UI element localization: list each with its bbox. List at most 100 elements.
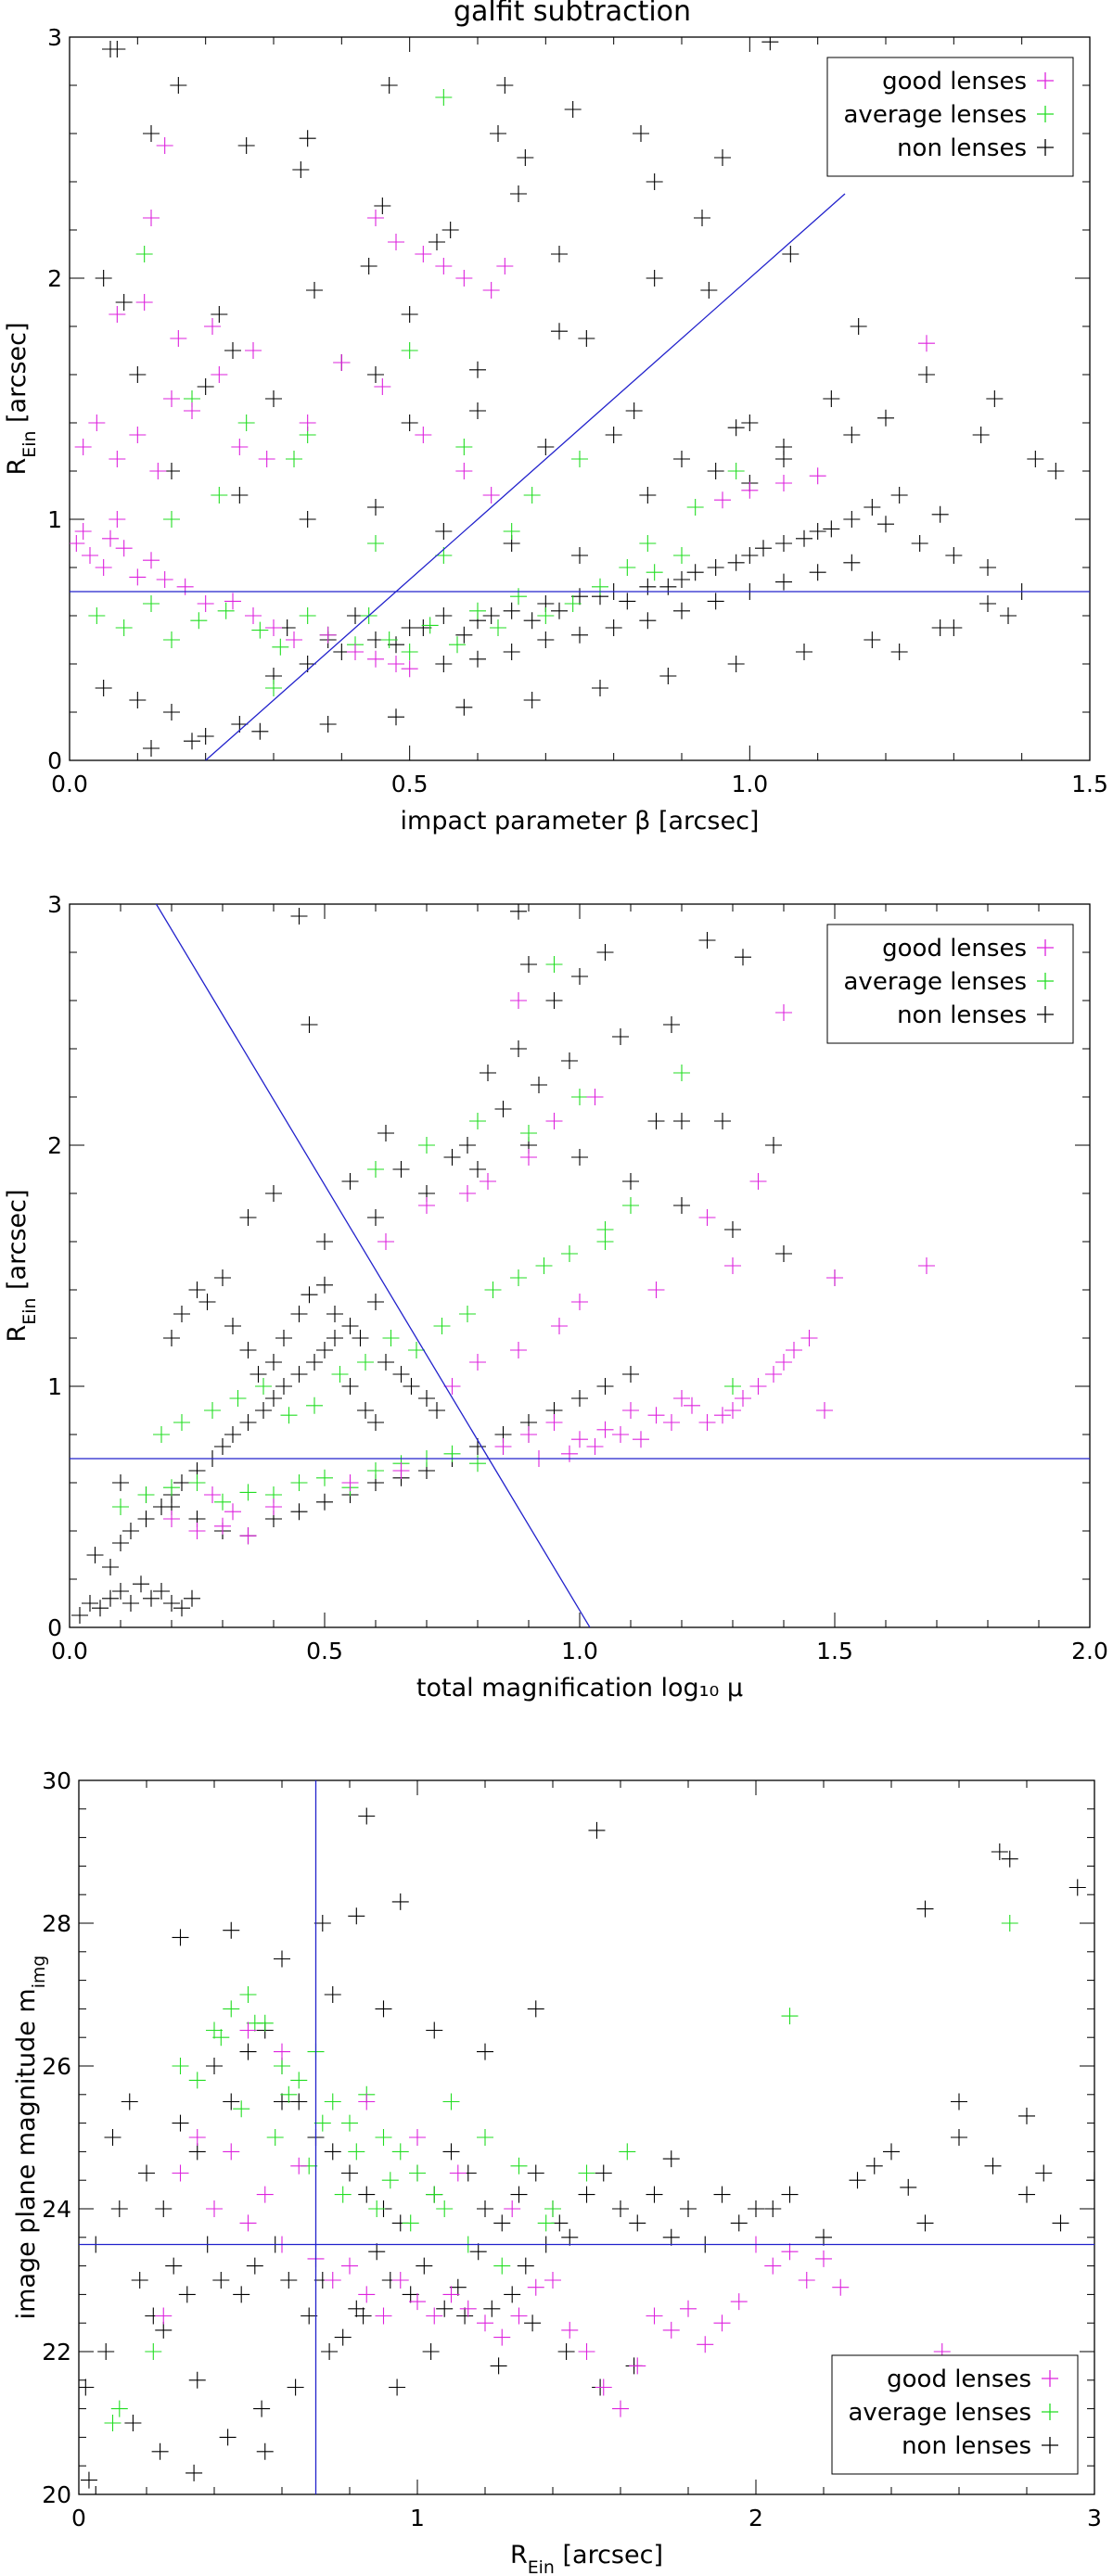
point-non-lenses bbox=[883, 2143, 900, 2161]
point-non-lenses bbox=[700, 282, 718, 299]
point-non-lenses bbox=[713, 2186, 731, 2203]
point-good-lenses bbox=[409, 2293, 426, 2311]
point-non-lenses bbox=[212, 2272, 230, 2289]
point-good-lenses bbox=[204, 318, 221, 335]
point-non-lenses bbox=[388, 636, 404, 654]
point-non-lenses bbox=[163, 1595, 180, 1612]
point-non-lenses bbox=[730, 2214, 748, 2232]
point-average-lenses bbox=[368, 2200, 386, 2217]
point-good-lenses bbox=[418, 1197, 435, 1214]
point-non-lenses bbox=[92, 1600, 109, 1617]
point-non-lenses bbox=[223, 1921, 240, 1939]
point-good-lenses bbox=[367, 210, 384, 226]
point-non-lenses bbox=[612, 1028, 629, 1045]
point-good-lenses bbox=[70, 535, 85, 552]
point-non-lenses bbox=[392, 1366, 410, 1383]
point-average-lenses bbox=[255, 1378, 272, 1395]
point-non-lenses bbox=[233, 2286, 250, 2303]
point-non-lenses bbox=[426, 2021, 443, 2039]
point-non-lenses bbox=[588, 1821, 606, 1839]
point-non-lenses bbox=[143, 740, 160, 757]
point-non-lenses bbox=[151, 2442, 169, 2460]
point-non-lenses bbox=[864, 499, 881, 516]
point-non-lenses bbox=[274, 2093, 290, 2111]
point-good-lenses bbox=[358, 2286, 376, 2303]
point-non-lenses bbox=[442, 2143, 460, 2161]
point-non-lenses bbox=[172, 1929, 189, 1946]
point-non-lenses bbox=[809, 564, 826, 581]
point-average-lenses bbox=[188, 2072, 206, 2089]
point-non-lenses bbox=[571, 1390, 588, 1407]
point-non-lenses bbox=[301, 2307, 318, 2325]
point-non-lenses bbox=[517, 2257, 534, 2275]
point-average-lenses bbox=[280, 1407, 298, 1424]
point-non-lenses bbox=[206, 2058, 223, 2074]
point-average-lenses bbox=[469, 1455, 486, 1473]
point-average-lenses bbox=[673, 1065, 690, 1081]
point-non-lenses bbox=[469, 1161, 486, 1178]
point-non-lenses bbox=[503, 602, 520, 619]
point-non-lenses bbox=[290, 1366, 308, 1383]
point-good-lenses bbox=[375, 2307, 392, 2325]
point-good-lenses bbox=[586, 1089, 604, 1105]
point-non-lenses bbox=[86, 1547, 104, 1563]
point-non-lenses bbox=[388, 708, 404, 726]
point-average-lenses bbox=[380, 631, 398, 648]
point-non-lenses bbox=[377, 1125, 394, 1141]
point-non-lenses bbox=[972, 427, 990, 443]
point-non-lenses bbox=[109, 41, 126, 57]
point-good-lenses bbox=[143, 210, 160, 226]
point-non-lenses bbox=[765, 1137, 782, 1154]
point-good-lenses bbox=[324, 2272, 341, 2289]
point-good-lenses bbox=[786, 1342, 802, 1358]
point-good-lenses bbox=[724, 1402, 741, 1419]
point-average-lenses bbox=[673, 547, 690, 564]
y-tick-label: 0 bbox=[47, 747, 62, 774]
point-non-lenses bbox=[306, 1354, 323, 1371]
point-non-lenses bbox=[129, 692, 147, 708]
point-good-lenses bbox=[764, 2257, 782, 2275]
point-good-lenses bbox=[347, 644, 364, 660]
point-non-lenses bbox=[796, 644, 812, 660]
legend-marker bbox=[1037, 973, 1054, 989]
point-non-lenses bbox=[1018, 2107, 1035, 2124]
point-non-lenses bbox=[211, 306, 228, 323]
point-non-lenses bbox=[367, 1209, 384, 1226]
point-good-lenses bbox=[663, 1414, 680, 1431]
point-good-lenses bbox=[735, 1390, 751, 1407]
point-good-lenses bbox=[504, 2200, 521, 2217]
point-good-lenses bbox=[826, 1269, 843, 1286]
point-good-lenses bbox=[392, 1462, 410, 1479]
point-average-lenses bbox=[367, 1161, 384, 1178]
point-good-lenses bbox=[149, 463, 167, 479]
point-average-lenses bbox=[110, 2400, 128, 2417]
point-non-lenses bbox=[214, 1438, 231, 1455]
point-non-lenses bbox=[214, 1269, 231, 1286]
point-non-lenses bbox=[646, 270, 663, 287]
point-non-lenses bbox=[686, 564, 704, 581]
data-area bbox=[79, 1780, 1094, 2494]
point-good-lenses bbox=[714, 1407, 731, 1424]
point-non-lenses bbox=[112, 1474, 129, 1491]
point-non-lenses bbox=[849, 2172, 866, 2189]
point-average-lenses bbox=[401, 644, 418, 660]
point-non-lenses bbox=[680, 2200, 697, 2217]
point-non-lenses bbox=[299, 130, 316, 147]
point-good-lenses bbox=[88, 414, 106, 431]
point-non-lenses bbox=[104, 2129, 122, 2146]
point-non-lenses bbox=[877, 516, 894, 533]
point-non-lenses bbox=[354, 2307, 372, 2325]
point-good-lenses bbox=[527, 2278, 544, 2296]
point-non-lenses bbox=[239, 1209, 257, 1226]
point-good-lenses bbox=[245, 342, 262, 359]
y-tick-label: 3 bbox=[47, 24, 62, 51]
y-axis-label: REin [arcsec] bbox=[3, 322, 40, 475]
point-good-lenses bbox=[415, 246, 432, 262]
point-good-lenses bbox=[510, 1342, 527, 1358]
point-non-lenses bbox=[659, 668, 677, 684]
point-non-lenses bbox=[815, 2228, 832, 2246]
point-good-lenses bbox=[156, 571, 173, 588]
point-non-lenses bbox=[265, 1354, 282, 1371]
point-non-lenses bbox=[292, 161, 310, 178]
point-average-lenses bbox=[280, 2085, 298, 2103]
